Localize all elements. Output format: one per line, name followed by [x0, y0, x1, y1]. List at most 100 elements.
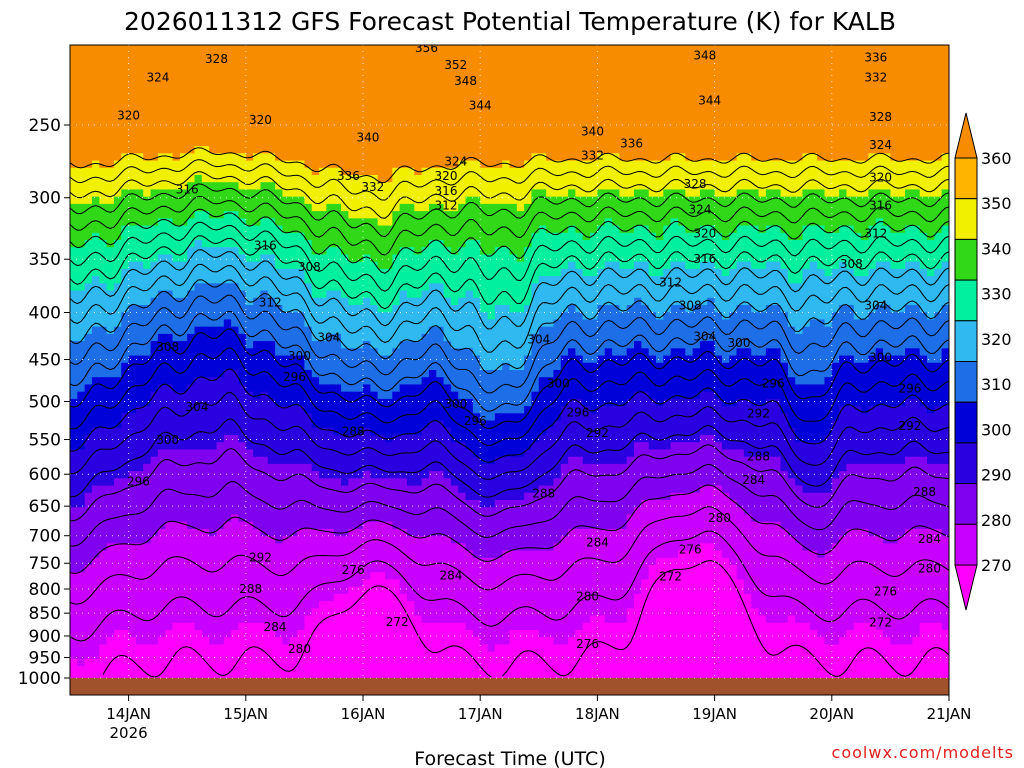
field-cell	[384, 398, 393, 407]
field-cell	[150, 615, 159, 624]
field-cell	[363, 593, 371, 602]
field-cell	[260, 290, 269, 299]
field-cell	[341, 102, 349, 111]
field-cell	[348, 550, 357, 559]
field-cell	[77, 427, 86, 436]
field-cell	[304, 557, 313, 566]
field-cell	[245, 622, 254, 631]
field-cell	[157, 565, 166, 573]
field-cell	[472, 203, 481, 212]
field-cell	[194, 355, 203, 364]
field-cell	[245, 449, 254, 458]
field-cell	[282, 514, 291, 523]
field-cell	[121, 232, 130, 241]
field-cell	[121, 492, 130, 501]
field-cell	[450, 384, 459, 393]
field-cell	[421, 471, 430, 479]
field-cell	[106, 420, 115, 429]
field-cell	[223, 117, 232, 126]
field-cell	[128, 341, 137, 349]
field-cell	[84, 449, 93, 458]
field-cell	[238, 449, 247, 458]
field-cell	[275, 312, 284, 321]
field-cell	[341, 442, 349, 451]
field-cell	[70, 550, 78, 559]
field-cell	[201, 622, 210, 631]
field-cell	[70, 528, 78, 537]
field-cell	[363, 45, 371, 53]
field-cell	[231, 124, 240, 133]
field-cell	[157, 456, 166, 465]
field-cell	[282, 254, 291, 263]
field-cell	[384, 391, 393, 400]
field-cell	[260, 268, 269, 277]
field-cell	[238, 442, 247, 451]
field-cell	[70, 557, 78, 566]
field-cell	[414, 247, 423, 256]
field-cell	[377, 427, 386, 436]
field-cell	[121, 167, 130, 176]
field-cell	[289, 196, 298, 205]
field-cell	[326, 391, 335, 400]
field-cell	[443, 557, 452, 566]
field-cell	[238, 536, 247, 544]
field-cell	[84, 651, 93, 660]
field-cell	[443, 593, 452, 602]
field-cell	[458, 110, 467, 118]
field-cell	[253, 398, 262, 407]
field-cell	[282, 240, 291, 248]
field-cell	[326, 370, 335, 378]
field-cell	[399, 189, 408, 198]
field-cell	[326, 521, 335, 530]
field-cell	[150, 268, 159, 277]
field-cell	[428, 370, 437, 378]
field-cell	[113, 261, 122, 270]
field-cell	[253, 66, 262, 75]
field-cell	[348, 666, 357, 674]
field-cell	[406, 52, 415, 61]
field-cell	[297, 254, 305, 263]
field-cell	[370, 550, 379, 559]
field-cell	[77, 528, 86, 537]
field-cell	[275, 290, 284, 299]
field-cell	[465, 507, 474, 516]
field-cell	[121, 586, 130, 595]
field-cell	[436, 521, 445, 530]
field-cell	[91, 666, 100, 674]
field-cell	[428, 593, 437, 602]
field-cell	[223, 377, 232, 386]
field-cell	[465, 427, 474, 436]
field-cell	[143, 543, 152, 552]
field-cell	[436, 124, 445, 133]
field-cell	[143, 384, 152, 393]
field-cell	[384, 608, 393, 617]
field-cell	[135, 276, 144, 284]
field-cell	[106, 550, 115, 559]
field-cell	[472, 153, 481, 162]
field-cell	[363, 637, 371, 646]
field-cell	[450, 536, 459, 544]
field-cell	[297, 355, 305, 364]
field-cell	[238, 326, 247, 335]
field-cell	[165, 370, 174, 378]
field-cell	[472, 88, 481, 97]
field-cell	[450, 630, 459, 638]
field-cell	[157, 384, 166, 393]
field-cell	[428, 88, 437, 97]
field-cell	[399, 66, 408, 75]
field-cell	[84, 247, 93, 256]
field-cell	[179, 88, 188, 97]
field-cell	[209, 305, 218, 313]
field-cell	[428, 189, 437, 198]
field-cell	[384, 297, 393, 306]
field-cell	[253, 543, 262, 552]
field-cell	[289, 297, 298, 306]
field-cell	[319, 608, 327, 617]
field-cell	[363, 254, 371, 263]
field-cell	[187, 673, 196, 682]
field-cell	[253, 254, 262, 263]
field-cell	[370, 528, 379, 537]
field-cell	[304, 196, 313, 205]
field-cell	[333, 658, 342, 667]
field-cell	[363, 651, 371, 660]
